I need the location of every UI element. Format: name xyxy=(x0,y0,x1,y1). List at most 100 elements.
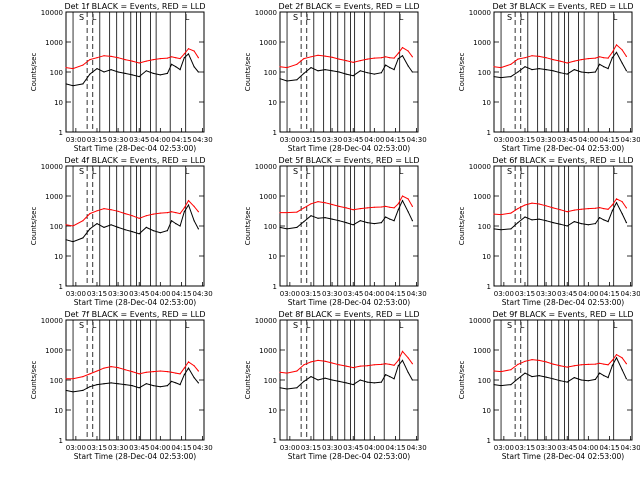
series-point-events xyxy=(500,229,502,231)
y-tick-label: 10 xyxy=(54,407,63,415)
series-line-lld xyxy=(493,198,627,216)
series-point-lld xyxy=(587,208,589,210)
series-line-lld xyxy=(280,195,413,214)
y-tick-label: 10 xyxy=(54,99,63,107)
series-point-lld xyxy=(517,208,519,210)
series-point-lld xyxy=(385,56,387,58)
series-point-events xyxy=(380,381,382,383)
series-point-events xyxy=(193,220,195,222)
series-point-lld xyxy=(566,211,568,213)
series-point-lld xyxy=(317,359,319,361)
series-point-lld xyxy=(117,57,119,59)
series-point-events xyxy=(566,225,568,227)
x-axis-label: Start Time (28-Dec-04 02:53:00) xyxy=(74,452,196,461)
y-tick-label: 1000 xyxy=(473,193,491,201)
series-point-events xyxy=(510,384,512,386)
series-point-events xyxy=(385,216,387,218)
series-point-lld xyxy=(179,58,181,60)
series-point-events xyxy=(385,64,387,66)
series-point-lld xyxy=(359,60,361,62)
series-point-events xyxy=(110,224,112,226)
x-tick-label: 04:15 xyxy=(171,136,191,144)
series-point-lld xyxy=(524,204,526,206)
series-point-lld xyxy=(625,363,628,365)
series-point-lld xyxy=(580,59,582,61)
x-tick-label: 03:00 xyxy=(280,290,300,298)
series-line-lld xyxy=(493,44,627,69)
x-tick-label: 03:30 xyxy=(108,444,128,452)
y-tick-label: 1 xyxy=(487,129,491,137)
series-point-lld xyxy=(566,366,568,368)
series-point-lld xyxy=(607,364,609,366)
series-point-lld xyxy=(625,55,628,58)
series-point-events xyxy=(545,220,547,222)
series-point-lld xyxy=(72,68,74,70)
series-point-events xyxy=(187,204,190,206)
series-point-events xyxy=(338,220,340,222)
series-point-lld xyxy=(324,360,326,362)
x-tick-label: 03:45 xyxy=(557,136,577,144)
panel-title: Det 2f BLACK = Events, RED = LLD xyxy=(278,2,419,11)
event-marker-label: L xyxy=(399,13,404,22)
x-tick-label: 04:15 xyxy=(385,290,405,298)
series-point-lld xyxy=(493,370,495,372)
series-point-events xyxy=(310,376,312,378)
x-tick-label: 04:00 xyxy=(150,136,170,144)
series-point-lld xyxy=(373,364,375,366)
y-tick-label: 10 xyxy=(268,99,277,107)
event-marker-label: L xyxy=(185,321,190,330)
series-point-lld xyxy=(393,57,395,59)
series-point-events xyxy=(545,69,547,71)
series-point-lld xyxy=(531,55,533,57)
series-point-events xyxy=(72,85,74,87)
series-point-lld xyxy=(187,361,190,363)
x-tick-label: 03:45 xyxy=(129,444,149,452)
x-tick-label: 04:30 xyxy=(620,290,640,298)
series-point-events xyxy=(279,226,281,228)
event-marker-label: L xyxy=(185,167,190,176)
event-marker-label: L xyxy=(92,13,97,22)
event-marker-label: S xyxy=(507,321,512,330)
x-tick-label: 03:00 xyxy=(66,290,86,298)
series-point-events xyxy=(615,357,618,359)
series-point-events xyxy=(352,75,354,77)
series-point-events xyxy=(197,228,199,230)
series-point-lld xyxy=(407,198,409,200)
series-point-lld xyxy=(197,370,199,372)
series-point-events xyxy=(607,221,609,223)
series-point-events xyxy=(366,222,368,224)
event-marker-label: S xyxy=(293,321,298,330)
series-point-lld xyxy=(373,206,375,208)
y-tick-label: 1000 xyxy=(45,193,63,201)
series-point-lld xyxy=(411,56,413,58)
series-point-events xyxy=(580,223,582,225)
series-point-lld xyxy=(286,67,288,69)
series-point-events xyxy=(171,380,173,382)
series-point-lld xyxy=(331,203,333,206)
series-point-events xyxy=(338,380,340,382)
series-point-events xyxy=(566,73,568,75)
series-point-lld xyxy=(603,363,605,365)
series-point-lld xyxy=(124,213,126,215)
series-point-events xyxy=(373,382,375,384)
series-point-lld xyxy=(117,367,119,369)
panel-title: Det 1f BLACK = Events, RED = LLD xyxy=(64,2,205,11)
series-point-events xyxy=(493,384,495,386)
series-point-events xyxy=(545,376,547,378)
series-point-lld xyxy=(389,57,391,59)
series-point-events xyxy=(603,66,605,68)
series-point-lld xyxy=(145,60,147,62)
series-point-lld xyxy=(183,207,185,209)
series-point-events xyxy=(138,76,140,78)
series-point-lld xyxy=(599,56,601,58)
series-point-lld xyxy=(389,206,391,208)
series-line-events xyxy=(493,201,627,231)
series-point-events xyxy=(401,200,404,202)
y-tick-label: 1 xyxy=(59,129,63,137)
series-point-events xyxy=(397,58,399,60)
x-axis-label: Start Time (28-Dec-04 02:53:00) xyxy=(288,144,410,153)
series-point-events xyxy=(175,223,177,225)
series-point-lld xyxy=(183,367,185,369)
x-tick-label: 03:45 xyxy=(129,136,149,144)
series-point-lld xyxy=(89,373,91,375)
